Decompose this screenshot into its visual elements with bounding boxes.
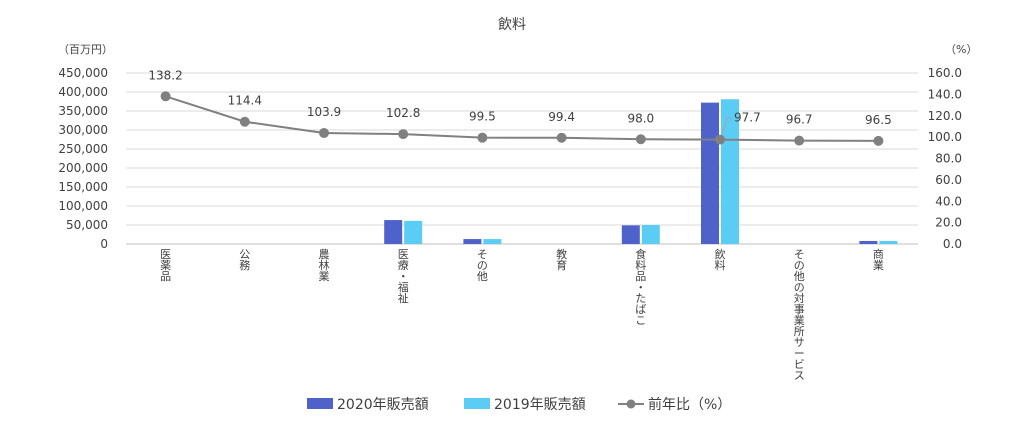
left-tick-label: 450,000 xyxy=(58,66,108,80)
right-tick-label: 80.0 xyxy=(935,152,962,166)
ratio-data-label: 102.8 xyxy=(386,106,420,120)
category-label: その他の対事業所サービス xyxy=(794,248,805,382)
bar-2019 xyxy=(721,99,739,244)
left-tick-label: 150,000 xyxy=(58,180,108,194)
right-tick-label: 0.0 xyxy=(943,237,962,251)
left-axis-unit: （百万円） xyxy=(58,43,113,56)
ratio-data-label: 114.4 xyxy=(228,94,262,108)
legend: 2020年販売額 2019年販売額 前年比（%） xyxy=(307,396,731,413)
bar-2020 xyxy=(859,240,878,244)
right-tick-label: 120.0 xyxy=(928,109,962,123)
ratio-data-label: 138.2 xyxy=(148,68,182,82)
ratio-point xyxy=(239,116,250,127)
ratio-data-label: 96.5 xyxy=(865,113,892,127)
ratio-point xyxy=(794,135,805,146)
bar-2019 xyxy=(404,220,423,244)
legend-label-2019: 2019年販売額 xyxy=(494,397,586,413)
ratio-data-label: 103.9 xyxy=(307,105,341,119)
legend-swatch-2020 xyxy=(307,398,333,409)
category-label: 飲料 xyxy=(715,247,726,272)
right-tick-label: 60.0 xyxy=(935,173,962,187)
ratio-data-label: 99.5 xyxy=(469,110,496,124)
left-tick-label: 350,000 xyxy=(58,104,108,118)
legend-marker xyxy=(626,399,636,409)
right-axis: 0.0 20.0 40.0 60.0 80.0 100.0 120.0 140.0 160.0 xyxy=(928,66,962,251)
category-label: 食料品・たばこ xyxy=(635,247,646,327)
bar-2020 xyxy=(701,102,719,244)
ratio-point xyxy=(398,129,409,140)
ratio-data-label: 98.0 xyxy=(627,111,654,125)
ratio-data-label: 99.4 xyxy=(548,110,575,124)
ratio-point xyxy=(635,134,646,145)
category-axis: 医薬品 公務 農林業 医療・福祉 その他 教育 食料品・たばこ 飲料 その他の対事業所サービス 商… xyxy=(160,247,884,382)
right-tick-label: 40.0 xyxy=(935,194,962,208)
right-axis-unit: （%） xyxy=(945,43,977,56)
ratio-polyline xyxy=(165,95,879,142)
right-tick-label: 20.0 xyxy=(935,216,962,230)
right-tick-label: 160.0 xyxy=(928,66,962,80)
category-label: 商業 xyxy=(873,247,884,272)
right-tick-label: 140.0 xyxy=(928,87,962,101)
category-label: 医薬品 xyxy=(160,248,171,283)
legend-label-2020: 2020年販売額 xyxy=(337,397,429,413)
ratio-data-label: 97.7 xyxy=(734,111,761,125)
left-tick-label: 250,000 xyxy=(58,142,108,156)
legend-swatch-2019 xyxy=(464,398,490,409)
left-tick-label: 200,000 xyxy=(58,161,108,175)
left-axis: 0 50,000 100,000 150,000 200,000 250,000 300,0… xyxy=(58,66,108,251)
ratio-data-label: 96.7 xyxy=(786,113,813,127)
left-tick-label: 0 xyxy=(100,237,108,251)
right-tick-label: 100.0 xyxy=(928,130,962,144)
left-tick-label: 300,000 xyxy=(58,123,108,137)
bar-2020 xyxy=(384,220,403,244)
category-label: 教育 xyxy=(556,248,567,272)
ratio-point xyxy=(715,134,725,145)
ratio-label-leader xyxy=(721,117,732,134)
legend-label-ratio: 前年比（%） xyxy=(648,396,731,413)
left-tick-label: 100,000 xyxy=(58,199,108,213)
left-tick-label: 50,000 xyxy=(66,218,108,232)
bar-2019 xyxy=(483,239,502,244)
ratio-point xyxy=(477,132,488,143)
bar-2020 xyxy=(621,225,640,244)
left-tick-label: 400,000 xyxy=(58,85,108,99)
category-label: その他 xyxy=(477,248,488,283)
bar-2019 xyxy=(641,225,660,244)
bars xyxy=(384,99,898,244)
chart-title: 飲料 xyxy=(498,17,526,33)
ratio-point xyxy=(873,135,884,146)
bar-2020 xyxy=(463,239,482,244)
gridlines xyxy=(126,72,918,245)
ratio-point xyxy=(319,127,329,138)
ratio-point xyxy=(160,91,171,102)
category-label: 公務 xyxy=(239,248,250,272)
ratio-line: 138.2 114.4 103.9 102.8 99.5 99.4 98.0 97.7 96.7… xyxy=(148,68,892,146)
category-label: 農林業 xyxy=(319,247,330,283)
category-label: 医療・福祉 xyxy=(398,248,409,305)
ratio-point xyxy=(556,132,567,143)
bar-2019 xyxy=(879,240,898,244)
